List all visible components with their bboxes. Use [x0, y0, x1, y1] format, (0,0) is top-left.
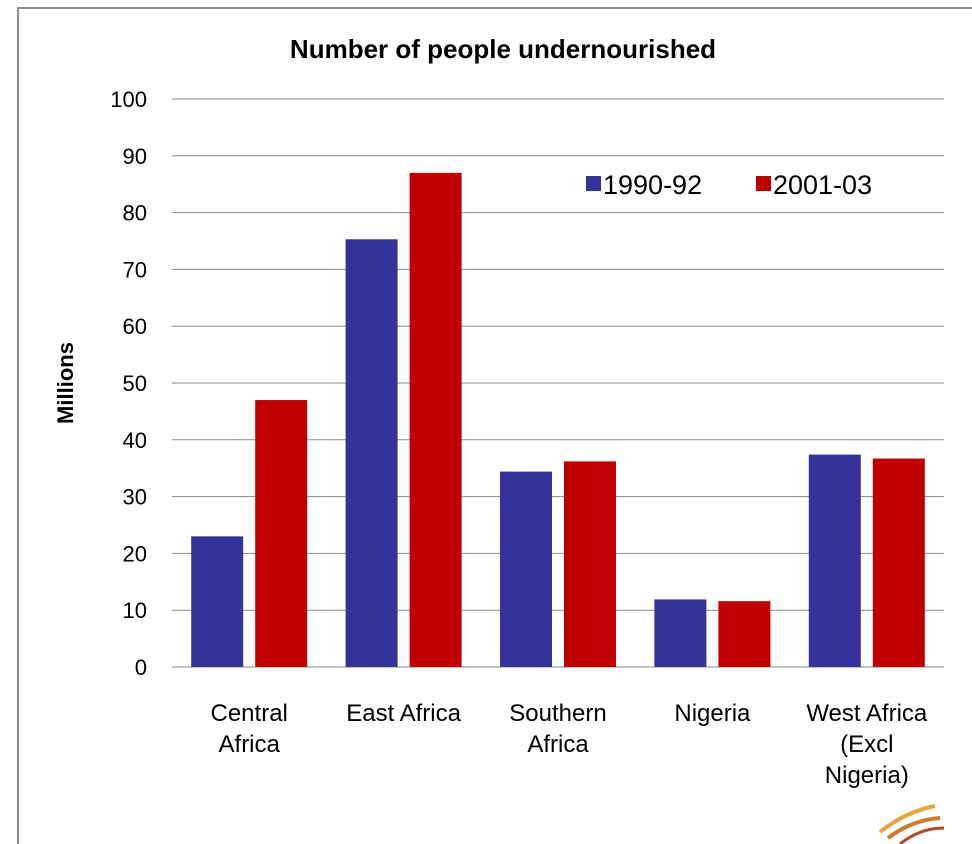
y-axis-label: Millions [53, 342, 78, 424]
category-label-line: Southern [509, 700, 606, 727]
category-label-line: Nigeria) [825, 762, 909, 789]
category-label-line: Central [211, 700, 288, 727]
category-label: Nigeria [674, 700, 751, 727]
y-tick-label: 20 [123, 541, 147, 566]
y-tick-label: 100 [110, 87, 147, 112]
bar-1990-92-0 [191, 536, 244, 667]
y-tick-label: 40 [123, 428, 147, 453]
category-label-line: West Africa [806, 700, 928, 727]
bar-1990-92-1 [345, 239, 398, 667]
legend-label-0: 1990-92 [603, 170, 702, 200]
bar-2001-03-3 [718, 601, 771, 667]
x-axis-categories: Central Africa East Africa Southern Africa Ni… [211, 700, 928, 789]
chart-title: Number of people undernourished [290, 34, 716, 64]
category-label-line: (Excl [840, 731, 893, 758]
bar-1990-92-3 [654, 599, 707, 667]
category-label: East Africa [346, 700, 461, 727]
legend-swatch-1 [756, 176, 771, 191]
category-label-line: Africa [219, 731, 281, 758]
category-label: West Africa (Excl Nigeria) [806, 700, 928, 789]
bar-2001-03-1 [409, 172, 462, 667]
swoosh-logo-icon [878, 804, 945, 844]
y-tick-label: 0 [135, 655, 147, 680]
category-label-line: Nigeria [674, 700, 751, 727]
bar-1990-92-2 [500, 471, 552, 667]
category-label-line: East Africa [346, 700, 461, 727]
y-tick-label: 70 [123, 257, 147, 282]
legend: 1990-92 2001-03 [586, 170, 872, 200]
bar-2001-03-2 [564, 461, 616, 667]
y-tick-label: 50 [123, 371, 147, 396]
chart-frame [17, 7, 972, 844]
bars [191, 172, 925, 667]
y-tick-label: 90 [123, 144, 147, 169]
category-label: Central Africa [211, 700, 288, 758]
y-tick-label: 10 [123, 598, 147, 623]
bar-1990-92-4 [808, 454, 861, 667]
y-tick-label: 60 [123, 314, 147, 339]
y-axis-ticks: 0 10 20 30 40 50 60 70 80 90 100 [110, 87, 147, 680]
category-label-line: Africa [527, 731, 589, 758]
bar-2001-03-4 [872, 458, 925, 667]
category-label: Southern Africa [509, 700, 606, 758]
bar-2001-03-0 [255, 400, 308, 667]
legend-swatch-0 [586, 176, 601, 191]
y-tick-label: 30 [123, 485, 147, 510]
legend-label-1: 2001-03 [773, 170, 872, 200]
y-tick-label: 80 [123, 201, 147, 226]
